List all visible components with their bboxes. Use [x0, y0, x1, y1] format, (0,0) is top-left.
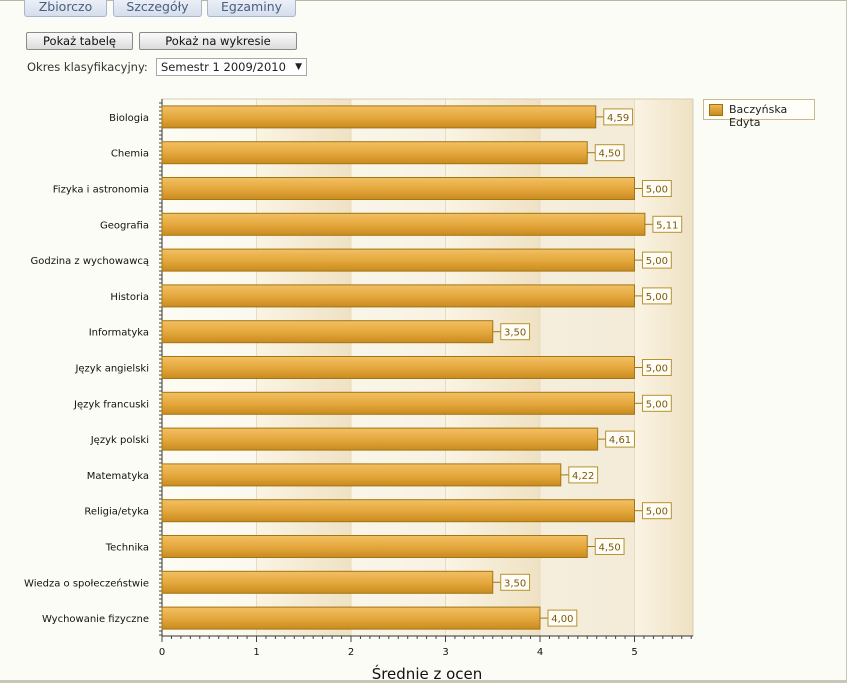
value-label: 4,61 — [609, 435, 631, 446]
value-label-box — [642, 287, 672, 305]
bar — [161, 356, 635, 379]
value-label: 3,50 — [504, 328, 526, 339]
period-label: Okres klasyfikacyjny: — [27, 60, 148, 74]
period-select[interactable]: Semestr 1 2009/2010 ▼ — [156, 58, 307, 76]
category-label: Wychowanie fizyczne — [42, 614, 149, 625]
value-label: 4,22 — [572, 471, 594, 482]
category-label: Język polski — [90, 435, 149, 446]
category-label: Matematyka — [87, 471, 149, 482]
category-label: Biologia — [109, 113, 149, 124]
value-label-box — [642, 502, 672, 520]
value-label-box — [642, 394, 672, 412]
category-label: Religia/etyka — [84, 507, 149, 518]
bar — [161, 284, 635, 308]
value-label: 5,00 — [646, 256, 668, 267]
category-label: Fizyka i astronomia — [53, 185, 149, 196]
value-label-box — [547, 609, 578, 627]
bar — [161, 463, 562, 487]
value-label: 5,00 — [646, 399, 668, 410]
legend-entry: Baczyńska Edyta — [729, 103, 788, 129]
value-label-box — [594, 144, 625, 162]
category-label: Informatyka — [89, 328, 149, 339]
bar — [161, 212, 646, 236]
value-label: 4,59 — [607, 113, 629, 124]
category-label: Chemia — [111, 149, 149, 160]
x-tick-label: 2 — [348, 647, 354, 658]
value-label-box — [594, 538, 625, 555]
value-label: 4,50 — [599, 543, 621, 554]
value-label: 5,00 — [646, 292, 668, 303]
value-label: 3,50 — [504, 578, 526, 589]
value-label-box — [642, 251, 672, 269]
value-label: 5,00 — [646, 364, 668, 375]
bar — [161, 141, 588, 165]
bar — [161, 391, 635, 415]
legend-swatch — [709, 104, 723, 116]
bar — [161, 320, 494, 344]
value-label-box — [652, 215, 683, 233]
value-label: 5,00 — [646, 185, 668, 196]
value-label: 5,00 — [646, 507, 668, 518]
bar — [161, 570, 494, 594]
period-select-value: Semestr 1 2009/2010 — [161, 60, 286, 74]
category-label: Godzina z wychowawcą — [31, 256, 149, 267]
value-label: 4,00 — [551, 614, 573, 625]
category-label: Wiedza o społeczeństwie — [24, 577, 149, 589]
tab-summary[interactable]: Zbiorczo — [24, 0, 107, 17]
category-label: Technika — [105, 543, 149, 554]
value-label: 4,50 — [599, 149, 621, 160]
bar — [161, 606, 541, 630]
category-label: Język angielski — [74, 364, 149, 375]
bar — [161, 105, 597, 129]
x-tick-label: 1 — [253, 647, 259, 658]
value-label-box — [642, 180, 672, 197]
chart-legend: Baczyńska Edyta — [703, 99, 815, 129]
value-label-box — [500, 573, 531, 591]
window-bottom-border — [0, 680, 847, 683]
show-table-button[interactable]: Pokaż tabelę — [26, 32, 133, 50]
x-tick-label: 3 — [442, 647, 448, 658]
x-axis-title: Średnie z ocen — [372, 664, 483, 683]
value-label-box — [603, 108, 634, 126]
category-label: Historia — [110, 292, 149, 303]
bar — [161, 499, 635, 523]
value-label-box — [500, 323, 531, 341]
category-label: Geografia — [100, 220, 149, 231]
show-chart-button[interactable]: Pokaż na wykresie — [139, 32, 297, 50]
value-label-box — [605, 430, 635, 448]
bar — [161, 177, 635, 200]
value-label-box — [642, 359, 672, 376]
value-label: 5,11 — [656, 220, 678, 231]
x-tick-label: 4 — [537, 647, 543, 658]
x-tick-label: 5 — [631, 647, 637, 658]
tab-exams[interactable]: Egzaminy — [207, 0, 296, 17]
bar — [161, 427, 599, 451]
x-tick-label: 0 — [159, 647, 165, 658]
chevron-down-icon: ▼ — [295, 62, 302, 72]
category-label: Język francuski — [73, 399, 149, 410]
bar — [161, 248, 635, 272]
value-label-box — [568, 466, 599, 484]
tab-details[interactable]: Szczegóły — [113, 0, 202, 17]
window-top-border — [0, 0, 847, 1]
bar — [161, 535, 588, 558]
